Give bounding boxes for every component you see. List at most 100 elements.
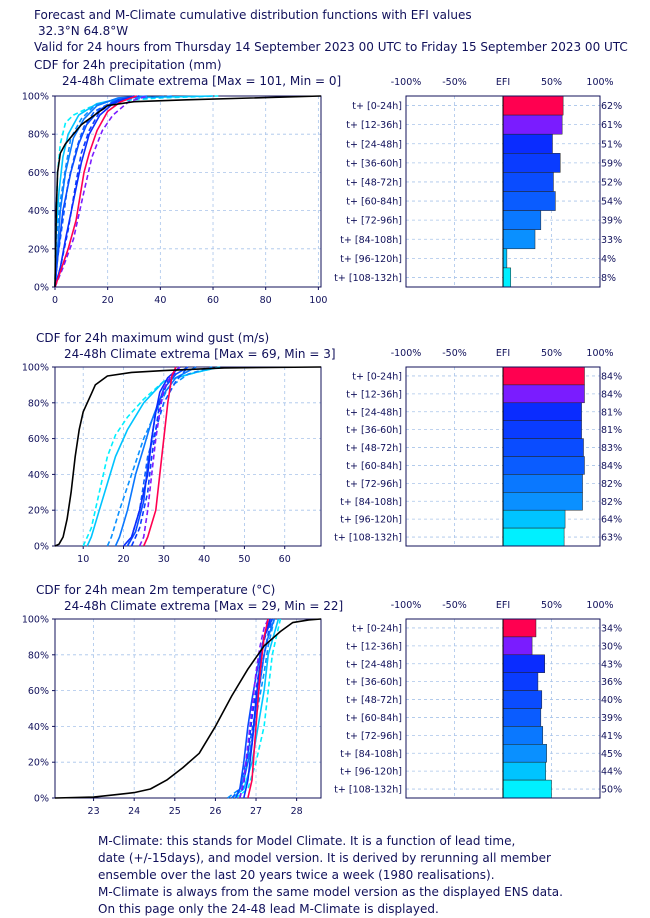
lead-time-label: t+ [36-60h] (346, 677, 402, 688)
y-tick-label: 20% (28, 244, 49, 255)
panel-1-subtitle: 24-48h Climate extrema [Max = 101, Min =… (62, 74, 342, 88)
efi-bar (502, 474, 583, 493)
y-tick-label: 20% (28, 758, 49, 769)
y-tick-label: 40% (28, 470, 49, 481)
forecast-cdf-line (239, 618, 269, 799)
efi-value-label: 45% (601, 749, 622, 760)
panel-3-subtitle: 24-48h Climate extrema [Max = 29, Min = … (64, 599, 344, 613)
lead-time-label: t+ [84-108h] (340, 497, 402, 508)
efi-value-label: 84% (601, 371, 622, 382)
efi-value-label: 63% (601, 533, 622, 544)
y-tick-label: 60% (28, 168, 49, 179)
efi-bar (502, 172, 554, 192)
footer-line: ensemble over the last 20 years twice a … (98, 868, 495, 882)
forecast-cdf-line (54, 95, 214, 288)
efi-value-label: 8% (601, 273, 616, 284)
x-tick-label: 24 (128, 806, 140, 817)
forecast-cdf-line (54, 95, 148, 288)
efi-value-label: 54% (601, 197, 622, 208)
efi-bar (502, 509, 566, 529)
efi-bar (502, 672, 539, 691)
efi-value-label: 34% (601, 623, 622, 634)
forecast-cdf-line (142, 366, 177, 547)
efi-bar (502, 133, 553, 154)
efi-bar (502, 708, 542, 727)
panel-2-subtitle: 24-48h Climate extrema [Max = 69, Min = … (64, 347, 336, 361)
x-tick-label: 40 (198, 554, 210, 565)
efi-value-label: 44% (601, 767, 622, 778)
lead-time-label: t+ [72-96h] (346, 479, 402, 490)
lead-time-label: t+ [36-60h] (346, 425, 402, 436)
efi-axis-label: -100% (391, 77, 422, 88)
lead-time-label: t+ [108-132h] (334, 273, 402, 284)
lead-time-label: t+ [12-36h] (346, 641, 402, 652)
efi-bar (502, 267, 512, 288)
lead-time-label: t+ [60-84h] (346, 197, 402, 208)
efi-axis-label: -100% (391, 600, 422, 611)
footer-line: M-Climate is always from the same model … (98, 885, 563, 899)
footer-note: M-Climate: this stands for Model Climate… (98, 833, 563, 918)
efi-bar (502, 153, 561, 173)
efi-bar (502, 636, 533, 656)
efi-bar (502, 726, 544, 745)
y-tick-label: 40% (28, 722, 49, 733)
efi-bar (502, 229, 536, 250)
efi-value-label: 84% (601, 461, 622, 472)
efi-axis-label: 100% (586, 77, 613, 88)
lead-time-label: t+ [108-132h] (334, 785, 402, 796)
efi-value-label: 39% (601, 216, 622, 227)
cdf-plot-frame (54, 618, 322, 799)
forecast-cdf-line (54, 95, 137, 288)
footer-line: On this page only the 24-48 lead M-Clima… (98, 902, 439, 916)
efi-bar (502, 618, 537, 638)
efi-bar (502, 191, 556, 211)
lead-time-label: t+ [96-120h] (340, 515, 402, 526)
efi-bar (502, 402, 582, 421)
header-title: Forecast and M-Climate cumulative distri… (34, 8, 472, 22)
cdf-plot-frame (54, 366, 322, 547)
lead-time-label: t+ [108-132h] (334, 533, 402, 544)
lead-time-label: t+ [48-72h] (346, 695, 402, 706)
y-tick-label: 100% (22, 363, 49, 374)
efi-bar (502, 779, 552, 799)
efi-value-label: 83% (601, 443, 622, 454)
lead-time-label: t+ [12-36h] (346, 120, 402, 131)
forecast-cdf-line (122, 366, 181, 547)
efi-value-label: 43% (601, 659, 622, 670)
y-tick-label: 0% (34, 794, 49, 805)
efi-plot-frame (405, 618, 601, 799)
efi-value-label: 36% (601, 677, 622, 688)
forecast-cdf-line (54, 95, 148, 288)
efi-bar (502, 95, 564, 116)
x-tick-label: 28 (291, 806, 303, 817)
efi-value-label: 84% (601, 389, 622, 400)
panel-2-title: CDF for 24h maximum wind gust (m/s) (36, 331, 270, 345)
efi-value-label: 41% (601, 731, 622, 742)
efi-bar (502, 420, 582, 439)
forecast-cdf-line (138, 366, 181, 547)
efi-value-label: 39% (601, 713, 622, 724)
efi-axis-label: 50% (541, 600, 562, 611)
y-tick-label: 100% (22, 92, 49, 103)
x-tick-label: 27 (250, 806, 262, 817)
efi-bar (502, 114, 563, 135)
lead-time-label: t+ [84-108h] (340, 749, 402, 760)
efi-value-label: 81% (601, 407, 622, 418)
y-tick-label: 100% (22, 615, 49, 626)
efi-bar (502, 761, 546, 781)
efi-value-label: 52% (601, 177, 622, 188)
x-tick-label: 60 (207, 295, 219, 306)
efi-value-label: 40% (601, 695, 622, 706)
lead-time-label: t+ [0-24h] (352, 623, 402, 634)
y-tick-label: 80% (28, 398, 49, 409)
efi-bar (502, 690, 543, 709)
lead-time-label: t+ [84-108h] (340, 235, 402, 246)
x-tick-label: 30 (158, 554, 170, 565)
lead-time-label: t+ [36-60h] (346, 158, 402, 169)
efi-value-label: 64% (601, 515, 622, 526)
efi-plot-frame (405, 366, 601, 547)
efi-axis-label: -50% (442, 600, 467, 611)
efi-value-label: 33% (601, 235, 622, 246)
efi-bar (502, 210, 542, 230)
lead-time-label: t+ [48-72h] (346, 177, 402, 188)
